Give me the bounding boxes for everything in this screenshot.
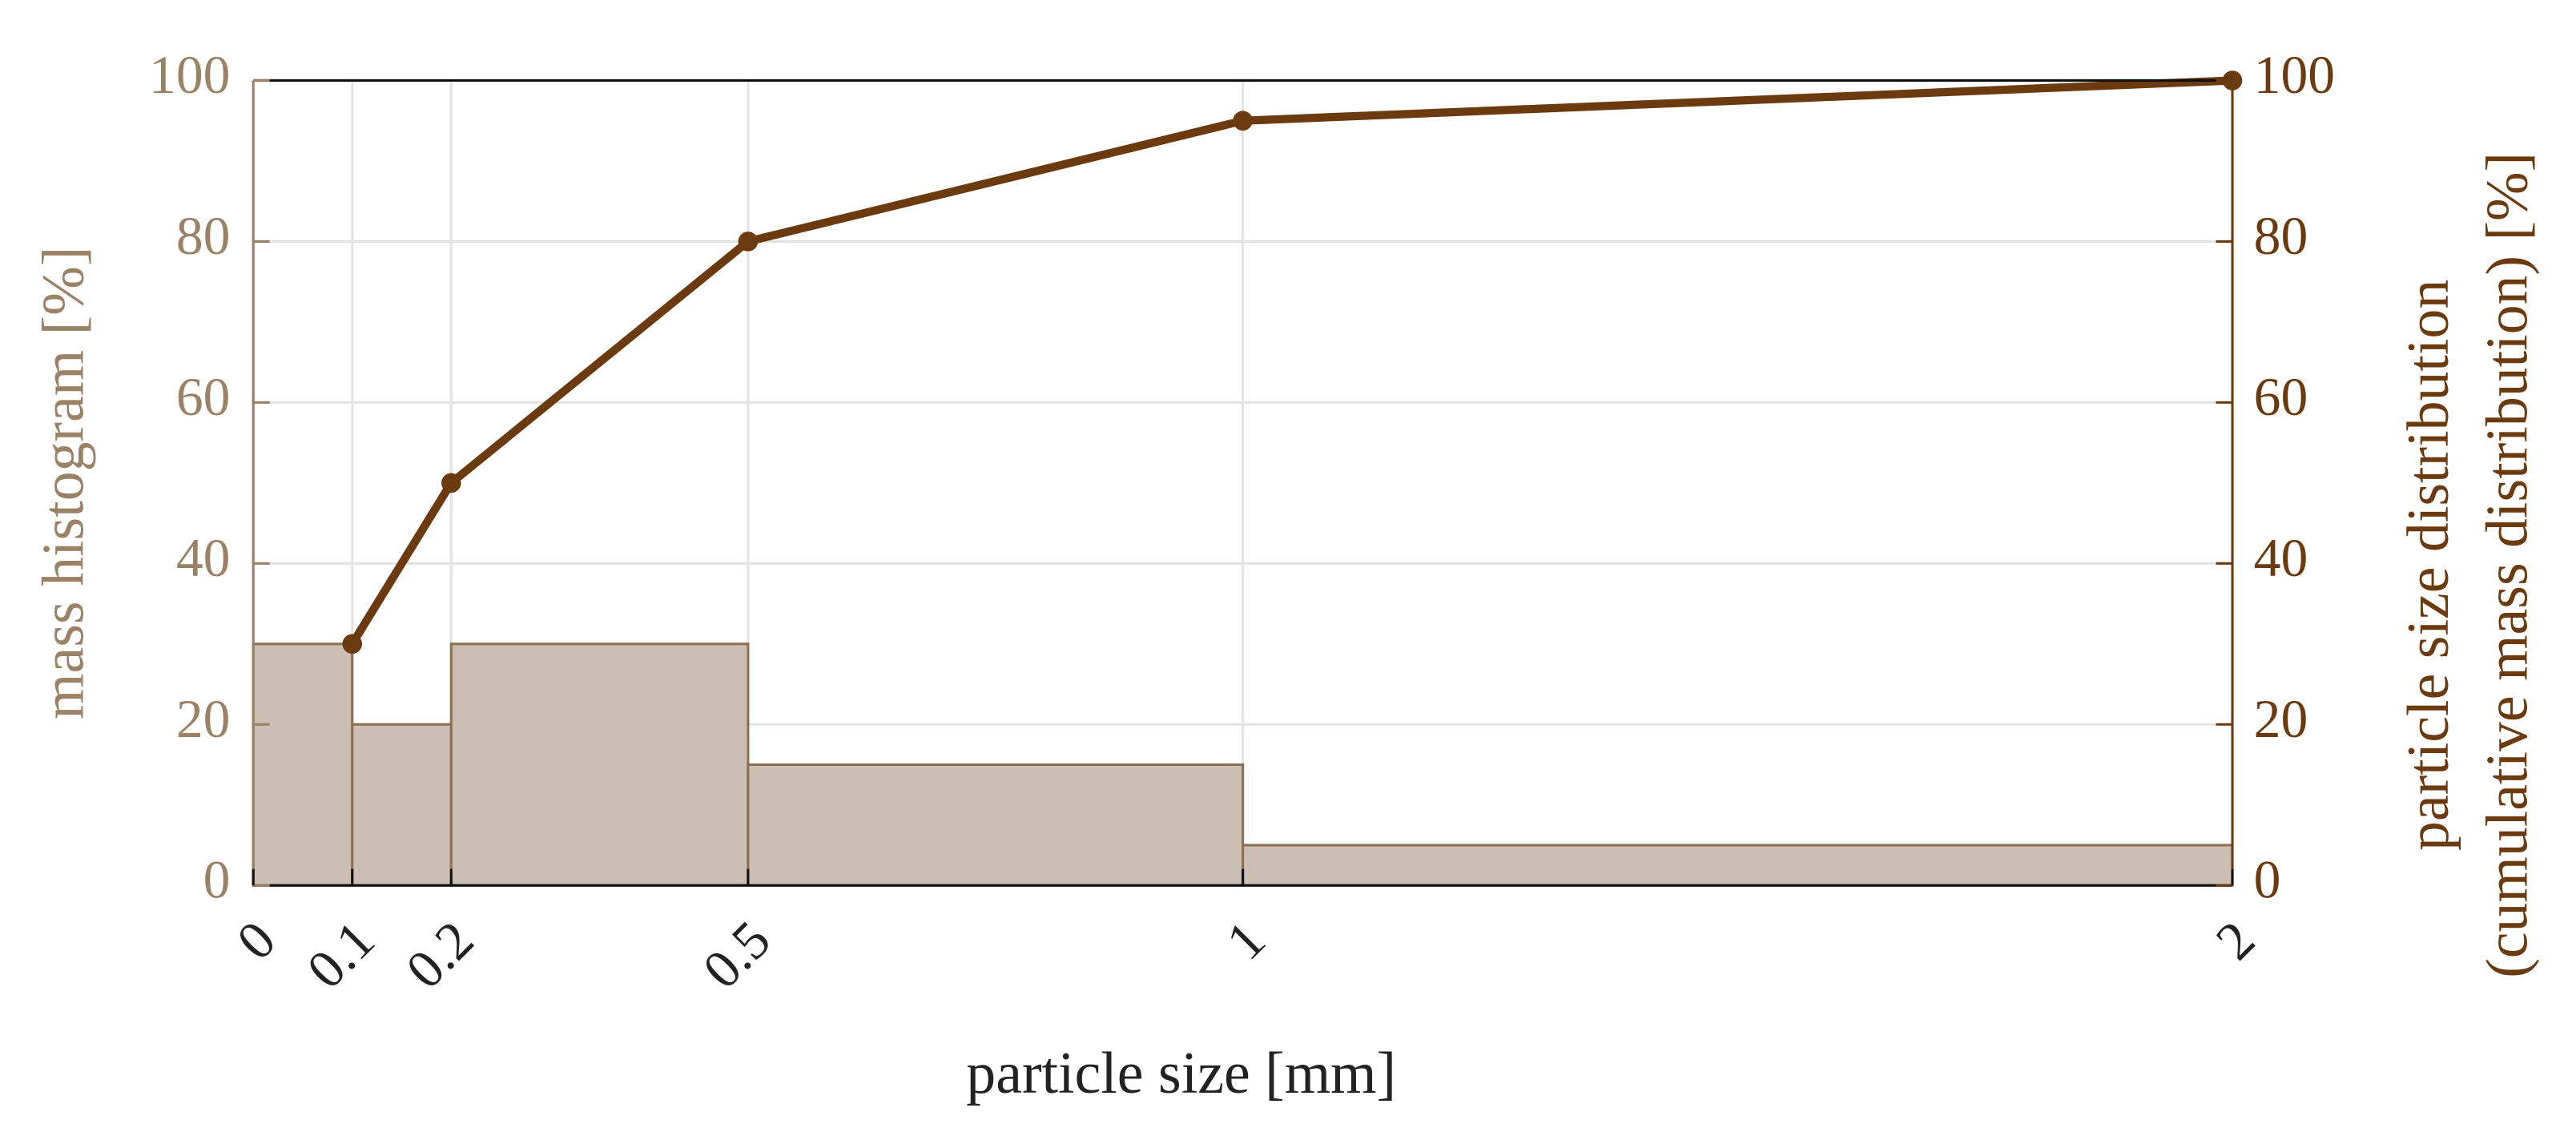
y-tick-label: 100 [149,45,230,105]
line-marker [738,232,759,252]
y2-tick-label: 20 [2254,689,2308,749]
y2-axis-label: particle size distribution [2395,280,2461,851]
x-tick-label: 0.1 [296,909,386,1000]
y2-tick-label: 0 [2254,850,2281,910]
x-axis-label: particle size [mm] [966,1040,1396,1106]
line-marker [1233,111,1253,131]
y-tick-label: 0 [203,850,231,910]
x-tick-label: 2 [2204,909,2266,971]
x-tick-label: 0.2 [395,909,485,1000]
x-tick-label: 0.5 [691,909,782,1000]
y2-tick-label: 80 [2254,206,2308,266]
y2-tick-label: 40 [2254,528,2308,588]
y-tick-label: 80 [176,206,231,266]
line-marker [441,473,461,493]
histogram-bar [1242,844,2234,887]
histogram-bar [449,643,750,887]
histogram-bar [351,723,453,887]
y-axis-label: mass histogram [%] [30,247,96,719]
y-tick-label: 40 [176,528,231,588]
cumulative-line [348,76,2233,647]
x-tick-label: 1 [1215,909,1277,971]
histogram-bar [747,763,1245,887]
y2-tick-label: 60 [2254,367,2308,427]
y-tick-label: 20 [176,689,231,749]
line-marker [342,634,363,655]
x-tick-label: 0 [225,909,287,971]
histogram-bar [252,643,354,887]
y-tick-label: 60 [176,367,231,427]
y2-axis-label: (cumulative mass distribution) [%] [2474,152,2540,978]
y2-tick-label: 100 [2254,45,2335,105]
